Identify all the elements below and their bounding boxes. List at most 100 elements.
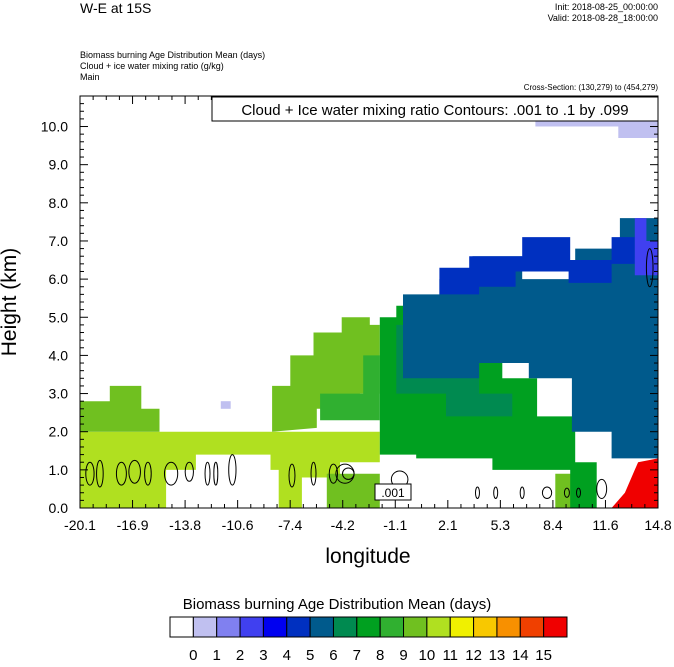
y-tick-label: 2.0: [49, 424, 69, 440]
colorbar-label: 12: [465, 647, 482, 664]
contour-loop-0: [85, 461, 95, 486]
colorbar-label: 3: [259, 647, 267, 664]
shaded-region-1: [80, 385, 160, 432]
contour-loop-9: [228, 454, 237, 486]
contour-info-box: Cloud + Ice water mixing ratio Contours:…: [211, 96, 659, 122]
contour-loop-5: [163, 461, 179, 486]
colorbar-swatch: [169, 616, 194, 638]
shaded-regions: [80, 118, 658, 508]
field-description-3: Main: [80, 72, 100, 82]
colorbar-label: 2: [236, 647, 244, 664]
colorbar-swatch: [379, 616, 405, 638]
colorbar-label: 15: [535, 647, 552, 664]
y-tick-label: 6.0: [49, 271, 69, 287]
colorbar-swatch: [473, 616, 498, 638]
colorbar-label: 6: [329, 647, 337, 664]
contour-loop-18: [519, 486, 525, 499]
colorbar-swatch: [403, 616, 428, 638]
contour-loop-3: [128, 459, 141, 484]
x-axis-label: longitude: [325, 545, 410, 568]
colorbar-label: 4: [283, 647, 291, 664]
cloud-contours: [85, 248, 654, 499]
colorbar-label: 5: [306, 647, 314, 664]
colorbar-label: 14: [512, 647, 529, 664]
shaded-region-0: [80, 431, 380, 508]
colorbar-swatch: [449, 616, 475, 638]
x-tick-label: 11.6: [592, 517, 618, 533]
shaded-region-12: [220, 401, 231, 409]
contour-loop-16: [474, 486, 480, 499]
contour-info-label: Cloud + Ice water mixing ratio Contours:…: [241, 102, 628, 119]
y-tick-label: 5.0: [49, 309, 69, 325]
x-tick-label: -20.1: [64, 517, 96, 533]
contour-value-box: .001: [374, 483, 412, 501]
colorbar-label: 1: [213, 647, 221, 664]
shaded-region-10: [634, 218, 658, 276]
contour-loop-12: [328, 463, 339, 484]
field-description-2: Cloud + ice water mixing ratio (g/kg): [80, 61, 224, 71]
y-tick-label: 4.0: [49, 347, 69, 363]
contour-loop-21: [576, 487, 581, 498]
shaded-region-13: [611, 458, 658, 508]
colorbar-swatch: [286, 616, 311, 638]
contour-loop-19: [541, 486, 553, 499]
colorbar-label: 10: [419, 647, 436, 664]
shaded-region-2: [326, 473, 380, 508]
contour-loop-22: [596, 478, 608, 499]
y-tick-label: 9.0: [49, 157, 69, 173]
contour-loop-17: [493, 486, 499, 499]
valid-time: Valid: 2018-08-28_18:00:00: [547, 13, 658, 23]
x-tick-label: -10.6: [222, 517, 254, 533]
colorbar-label: 13: [489, 647, 506, 664]
chart-title: W-E at 15S: [80, 0, 152, 16]
x-tick-label: 14.8: [644, 517, 671, 533]
x-tick-label: -4.2: [331, 517, 355, 533]
contour-loop-20: [563, 487, 570, 498]
x-tick-label: -16.9: [117, 517, 149, 533]
contour-loop-2: [115, 461, 127, 486]
contour-loop-4: [144, 461, 152, 486]
colorbar-label: 9: [399, 647, 407, 664]
colorbar-swatch: [496, 616, 521, 638]
cross-section-label: Cross-Section: (130,279) to (454,279): [523, 83, 658, 92]
colorbar-swatch: [332, 616, 358, 638]
contour-loop-1: [96, 459, 104, 488]
x-tick-label: 8.4: [543, 517, 563, 533]
colorbar-swatch: [309, 616, 334, 638]
contour-loop-23: [645, 248, 654, 288]
colorbar-title: Biomass burning Age Distribution Mean (d…: [182, 596, 492, 613]
y-tick-label: 7.0: [49, 233, 69, 249]
contour-loop-8: [213, 461, 219, 486]
colorbar-swatch: [262, 616, 288, 638]
colorbar-swatch: [192, 616, 218, 638]
colorbar-swatch: [543, 616, 568, 638]
contour-loop-7: [204, 461, 211, 486]
x-tick-label: -7.4: [278, 517, 302, 533]
y-tick-label: 0.0: [49, 500, 69, 516]
contour-value-label: .001: [381, 486, 405, 500]
x-tick-label: 5.3: [491, 517, 511, 533]
contour-loop-11: [310, 461, 317, 486]
colorbar-label: 11: [442, 647, 458, 664]
contour-loop-14: [342, 467, 355, 480]
colorbar: 0 1 2 3 4 5 6 7 8 9 10 11 12 13 14 15: [169, 616, 568, 664]
colorbar-label: 8: [376, 647, 384, 664]
colorbar-swatch: [239, 616, 264, 638]
shaded-region-5: [320, 355, 380, 421]
y-tick-label: 8.0: [49, 195, 69, 211]
field-description-1: Biomass burning Age Distribution Mean (d…: [80, 50, 266, 60]
colorbar-swatch: [216, 616, 241, 638]
colorbar-label: 7: [353, 647, 361, 664]
colorbar-swatch: [426, 616, 451, 638]
colorbar-label: 0: [189, 647, 197, 664]
y-tick-label: 3.0: [49, 386, 69, 402]
x-tick-label: -1.1: [383, 517, 407, 533]
y-tick-label: 1.0: [49, 462, 69, 478]
y-axis-label: Height (km): [0, 248, 21, 357]
x-tick-label: -13.8: [169, 517, 201, 533]
init-time: Init: 2018-08-25_00:00:00: [554, 2, 658, 12]
colorbar-swatch: [356, 616, 381, 638]
x-tick-label: 2.1: [438, 517, 458, 533]
colorbar-swatch: [519, 616, 545, 638]
